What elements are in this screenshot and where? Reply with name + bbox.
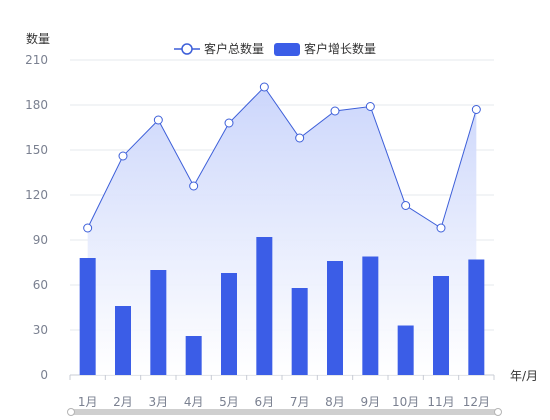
line-point [295,133,305,143]
x-tick-label: 3月 [149,395,169,409]
bar [79,258,96,375]
line-point [259,82,269,92]
x-tick-label: 9月 [361,395,381,409]
bar [327,261,343,375]
line-point [401,201,411,210]
legend-label-line: 客户总数量 [204,41,264,56]
series-line [87,86,477,229]
line-point [436,223,446,233]
bar [433,276,449,375]
line-point [365,102,375,111]
bar [397,325,414,375]
x-tick-label: 12月 [463,395,490,409]
legend-bar-swatch [274,43,300,56]
y-axis-label: 数量 [26,31,50,46]
y-tick-label: 180 [25,98,48,112]
x-tick-label: 6月 [255,395,275,409]
line-area [87,87,477,375]
y-tick-label: 30 [33,323,48,337]
y-tick-label: 210 [25,53,48,67]
line-point [189,181,199,191]
x-tick-label: 8月 [325,395,345,409]
line-point [83,223,93,233]
line-point [118,151,128,161]
bar [362,256,379,375]
legend-item-bar[interactable]: 客户增长数量 [274,41,376,56]
x-tick-label: 2月 [113,395,133,409]
zoom-slider[interactable] [67,408,502,416]
y-tick-label: 0 [40,368,48,382]
line-point [224,118,234,128]
bar [115,306,131,375]
zoom-slider-handle-left[interactable] [67,408,75,416]
bar [221,273,237,375]
bar [291,288,308,375]
y-tick-label: 120 [25,188,48,202]
x-tick-label: 10月 [392,395,419,409]
legend-item-line[interactable]: 客户总数量 [174,41,264,56]
bar [468,259,485,375]
line-series [87,86,477,229]
bars [79,237,485,375]
x-axis-label: 年/月 [510,369,538,383]
zoom-slider-handle-right[interactable] [494,408,502,416]
line-points [83,82,481,233]
x-tick-label: 1月 [78,395,98,409]
legend-label-bar: 客户增长数量 [304,41,376,56]
x-tick-label: 7月 [290,395,310,409]
x-tick-label: 4月 [184,395,204,409]
zoom-slider-track[interactable] [71,409,498,415]
legend[interactable]: 客户总数量 客户增长数量 [174,41,376,56]
legend-line-marker [181,43,193,55]
x-tick-label: 5月 [219,395,239,409]
bar [256,237,273,375]
y-tick-label: 150 [25,143,48,157]
line-point [153,115,163,125]
x-tick-labels: 1月 2月 3月 4月 5月 6月 7月 8月 9月 10月 11月 12月 [69,375,495,409]
y-tick-label: 60 [33,278,48,292]
bar [150,270,167,375]
x-tick-label: 11月 [427,395,454,409]
line-point [330,106,340,116]
bar [185,336,202,375]
y-tick-label: 90 [33,233,48,247]
line-area-fill [87,87,477,375]
line-point [471,105,481,114]
y-tick-labels: 0 30 60 90 120 150 180 210 [25,53,48,382]
